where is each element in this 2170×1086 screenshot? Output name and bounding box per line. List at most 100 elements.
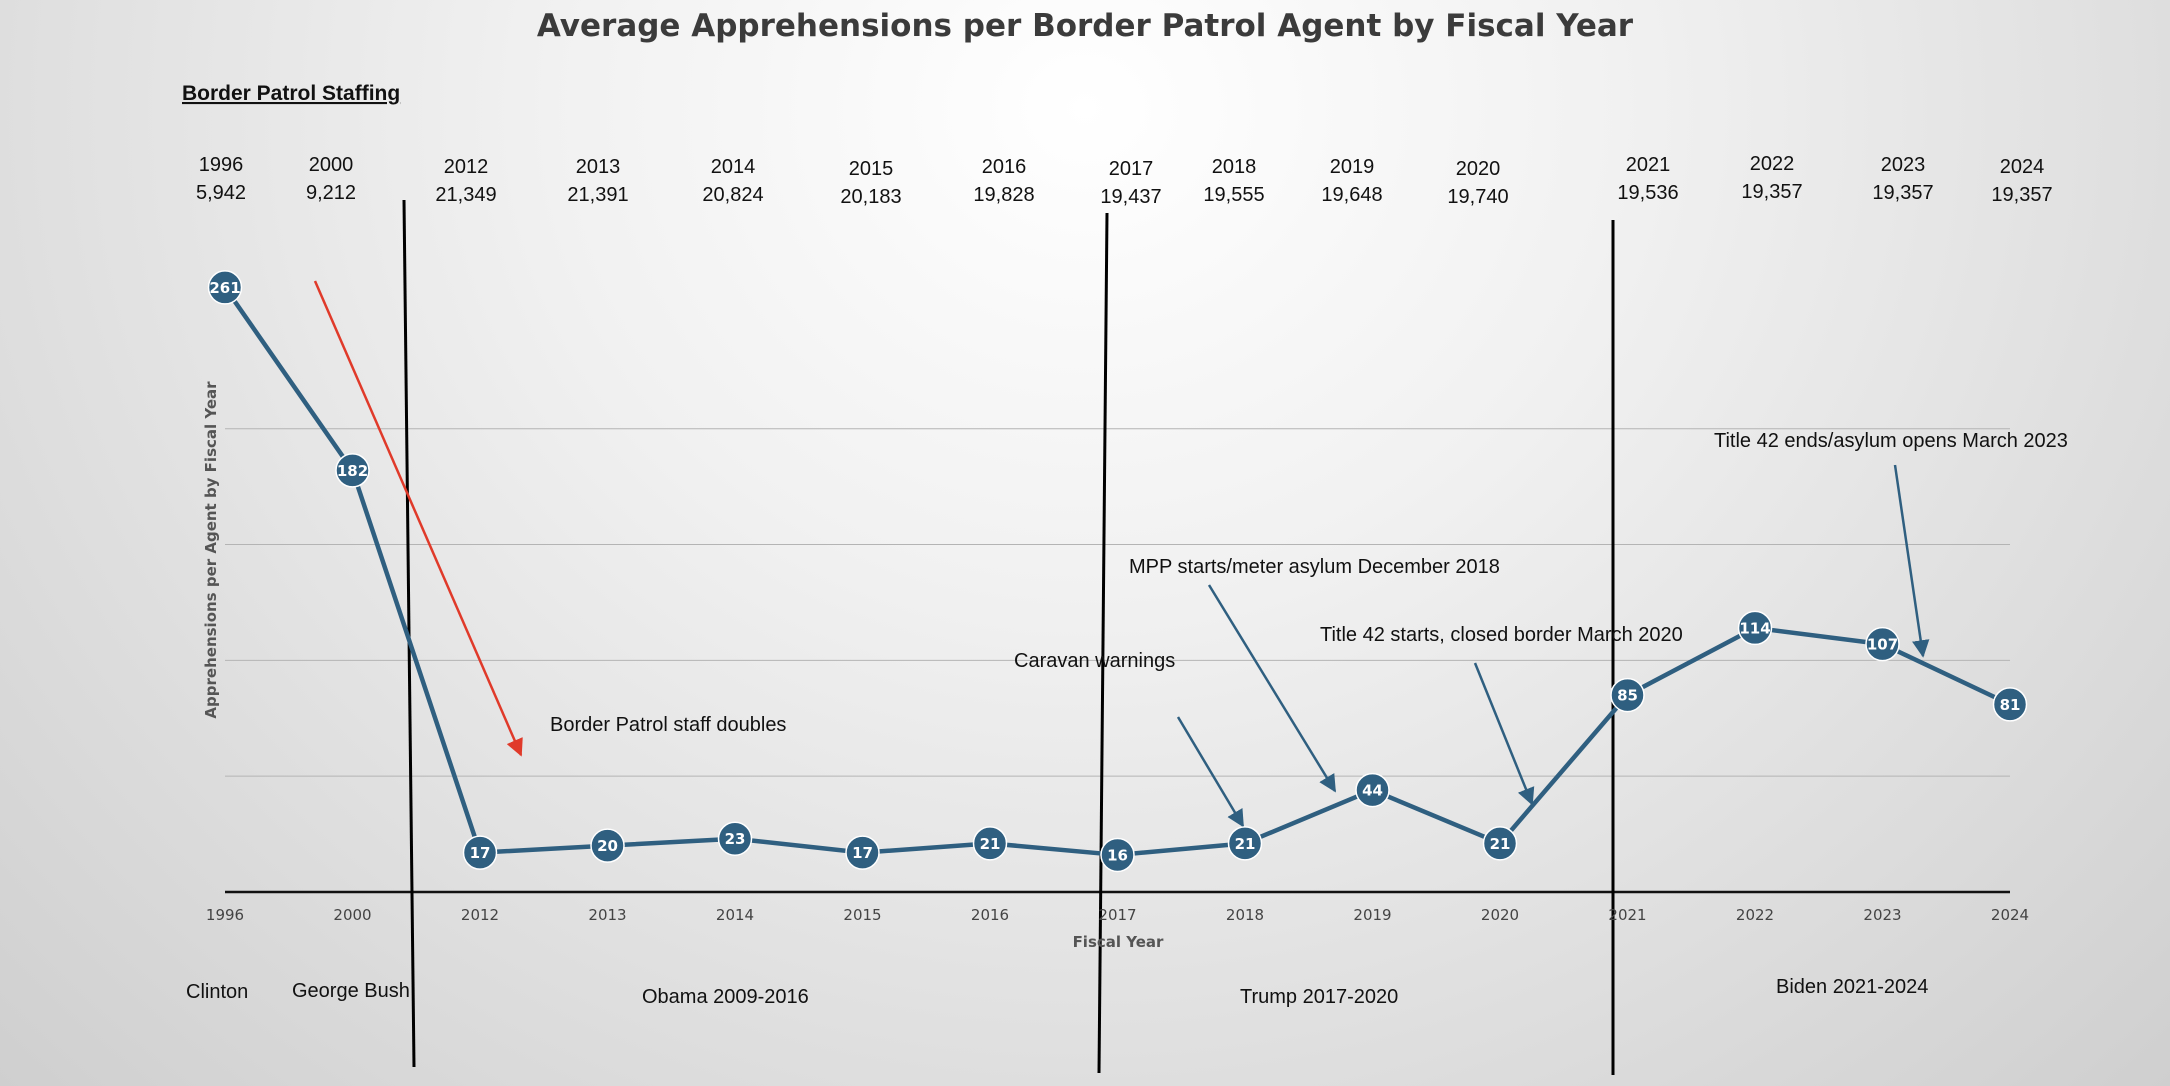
staffing-value-2014: 20,824 (702, 184, 763, 206)
data-label-2024: 81 (2000, 696, 2021, 714)
data-point-1996 (207, 270, 243, 305)
staffing-year-2020: 2020 (1456, 158, 1501, 180)
data-point-2013 (590, 828, 625, 863)
y-axis-title: Apprehensions per Agent by Fiscal Year (202, 381, 220, 719)
staffing-value-2013: 21,391 (567, 184, 628, 206)
x-tick-1996: 1996 (206, 906, 244, 924)
x-axis-title: Fiscal Year (1073, 933, 1164, 951)
staffing-value-2017: 19,437 (1100, 186, 1161, 208)
data-point-2014 (717, 821, 753, 856)
annotation-staff-doubles: Border Patrol staff doubles (550, 714, 786, 736)
data-point-2022 (1737, 610, 1773, 646)
staffing-value-2019: 19,648 (1321, 184, 1382, 206)
x-axis-ticks: 1996 2000 2012 2013 2014 2015 2016 2017 2018 2019… (206, 906, 2029, 924)
staffing-year-2021: 2021 (1626, 154, 1671, 176)
staffing-value-2018: 19,555 (1203, 184, 1264, 206)
data-label-2020: 21 (1490, 835, 1511, 853)
data-label-2015: 17 (852, 844, 873, 862)
staffing-value-2015: 20,183 (840, 186, 901, 208)
staffing-value-1996: 5,942 (196, 182, 246, 204)
data-label-2021: 85 (1617, 687, 1638, 705)
data-point-2018 (1227, 826, 1263, 861)
x-tick-2020: 2020 (1481, 906, 1519, 924)
data-label-2019: 44 (1362, 782, 1383, 800)
data-point-2023 (1865, 626, 1900, 662)
staffing-year-2016: 2016 (982, 156, 1027, 178)
gridlines (225, 428, 2010, 894)
x-tick-2018: 2018 (1226, 906, 1264, 924)
staff-doubles-arrow (313, 280, 523, 757)
series-line (223, 286, 2011, 858)
data-label-2017: 16 (1107, 846, 1128, 864)
x-tick-2014: 2014 (716, 906, 754, 924)
staffing-year-2022: 2022 (1750, 153, 1795, 175)
staffing-year-1996: 1996 (199, 154, 244, 176)
x-tick-2022: 2022 (1736, 906, 1774, 924)
data-point-2019 (1355, 772, 1390, 808)
staffing-row: 1996 5,942 2000 9,212 2012 21,349 2013 21,391 20… (196, 153, 2053, 208)
staffing-value-2021: 19,536 (1617, 182, 1678, 204)
data-point-2016 (972, 826, 1008, 861)
staffing-value-2024: 19,357 (1991, 184, 2052, 206)
staffing-value-2000: 9,212 (306, 182, 356, 204)
staffing-value-2016: 19,828 (973, 184, 1034, 206)
x-tick-2023: 2023 (1863, 906, 1901, 924)
era-trump: Trump 2017-2020 (1240, 986, 1398, 1008)
staffing-value-2020: 19,740 (1447, 186, 1508, 208)
data-point-2024 (1992, 687, 2028, 722)
x-tick-2015: 2015 (843, 906, 881, 924)
data-label-2022: 114 (1739, 619, 1770, 637)
x-tick-2024: 2024 (1991, 906, 2029, 924)
title42-end-arrow (1893, 464, 1930, 658)
era-biden: Biden 2021-2024 (1776, 976, 1928, 998)
x-tick-2000: 2000 (333, 906, 371, 924)
era-bush: George Bush (292, 980, 410, 1002)
staffing-value-2022: 19,357 (1741, 181, 1802, 203)
x-tick-2016: 2016 (971, 906, 1009, 924)
staffing-year-2014: 2014 (711, 156, 756, 178)
annotation-caravan: Caravan warnings (1014, 650, 1175, 672)
staffing-year-2013: 2013 (576, 156, 621, 178)
data-point-2017 (1100, 837, 1135, 873)
data-label-2023: 107 (1867, 636, 1898, 654)
staffing-year-2019: 2019 (1330, 156, 1375, 178)
x-tick-2017: 2017 (1098, 906, 1136, 924)
era-divider-trump (1097, 212, 1109, 1074)
data-point-2021 (1610, 677, 1645, 713)
staffing-year-2018: 2018 (1212, 156, 1257, 178)
annotation-title42-end: Title 42 ends/asylum opens March 2023 (1714, 430, 2068, 452)
staffing-header: Border Patrol Staffing (182, 82, 400, 105)
era-obama: Obama 2009-2016 (642, 986, 809, 1008)
caravan-arrow (1176, 716, 1245, 828)
annotation-title42-start: Title 42 starts, closed border March 202… (1320, 624, 1683, 646)
staffing-value-2012: 21,349 (435, 184, 496, 206)
staffing-year-2000: 2000 (309, 154, 354, 176)
data-label-2000: 182 (337, 462, 368, 480)
data-label-2013: 20 (597, 837, 618, 855)
annotation-mpp: MPP starts/meter asylum December 2018 (1129, 556, 1500, 578)
x-tick-2021: 2021 (1608, 906, 1646, 924)
data-point-2015 (845, 835, 880, 870)
title42-start-arrow (1473, 662, 1535, 806)
x-tick-2012: 2012 (461, 906, 499, 924)
data-label-2016: 21 (980, 835, 1001, 853)
data-point-2020 (1482, 826, 1518, 861)
staffing-year-2015: 2015 (849, 158, 894, 180)
mpp-arrow (1207, 584, 1337, 793)
data-label-2012: 17 (470, 844, 491, 862)
staffing-year-2024: 2024 (2000, 156, 2045, 178)
staffing-year-2017: 2017 (1109, 158, 1154, 180)
data-point-2012 (462, 835, 498, 870)
era-clinton: Clinton (186, 981, 248, 1003)
data-label-1996: 261 (209, 279, 240, 297)
staffing-year-2012: 2012 (444, 156, 489, 178)
data-point-2000 (335, 453, 370, 488)
chart-title: Average Apprehensions per Border Patrol … (537, 8, 1634, 44)
data-label-2018: 21 (1235, 835, 1256, 853)
series-apprehensions: 261 182 17 20 23 17 21 16 21 44 21 85 114 107 81 (207, 270, 2028, 873)
data-label-2014: 23 (725, 830, 746, 848)
x-tick-2013: 2013 (588, 906, 626, 924)
staffing-value-2023: 19,357 (1872, 182, 1933, 204)
x-tick-2019: 2019 (1353, 906, 1391, 924)
